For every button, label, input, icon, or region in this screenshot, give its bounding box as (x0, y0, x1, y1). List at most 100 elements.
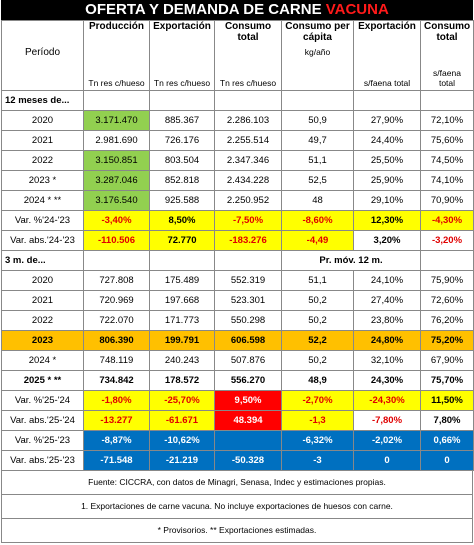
cell: -183.276 (214, 230, 282, 251)
cell: 29,10% (353, 190, 421, 211)
row-label: Var. abs.'24-'23 (1, 230, 84, 251)
cell: -1,80% (83, 390, 150, 411)
cell: -21.219 (149, 450, 215, 471)
data-row: Var. abs.'24-'23 -110.506 72.770 -183.276 -4… (1, 230, 474, 251)
title: OFERTA Y DEMANDA DE CARNE VACUNA (1, 0, 473, 20)
unit-cell: Tn res c/hueso (83, 47, 150, 91)
cell: 175.489 (149, 270, 215, 291)
cell: 748.119 (83, 350, 150, 371)
section-label: 3 m. de... (1, 250, 84, 271)
footnote: * Provisorios. ** Exportaciones estimada… (1, 519, 473, 543)
cell: 24,80% (353, 330, 421, 351)
row-label: Var. %'25-'24 (1, 390, 84, 411)
footnote: 1. Exportaciones de carne vacuna. No inc… (1, 495, 473, 519)
cell (281, 90, 354, 111)
data-row: Var. %'25-'24 -1,80% -25,70% 9,50% -2,70% -24… (1, 390, 474, 411)
cell: 0,66% (420, 430, 474, 451)
data-row: 2022 722.070 171.773 550.298 50,2 23,80% 76,20… (1, 310, 474, 331)
cell: 803.504 (149, 150, 215, 171)
cell: 523.301 (214, 290, 282, 311)
cell (420, 90, 474, 111)
cell: -2,70% (281, 390, 354, 411)
header-cell: Exportación (149, 20, 215, 47)
cell: 74,10% (420, 170, 474, 191)
unit-cell: Tn res c/hueso (214, 47, 282, 91)
cell (214, 90, 282, 111)
section-label: 12 meses de... (1, 90, 84, 111)
cell: -1,3 (281, 410, 354, 431)
cell: -24,30% (353, 390, 421, 411)
footnote: Fuente: CICCRA, con datos de Minagri, Se… (1, 471, 473, 495)
cell: 556.270 (214, 370, 282, 391)
data-row: 2024 * ** 3.176.540 925.588 2.250.952 48 29,1… (1, 190, 474, 211)
cell: 720.969 (83, 290, 150, 311)
data-row: Var. %'25-'23 -8,87% -10,62% -6,32% -2,02% 0,… (1, 430, 474, 451)
cell: -25,70% (149, 390, 215, 411)
cell: 52,2 (281, 330, 354, 351)
cell: 24,10% (353, 270, 421, 291)
cell: 49,7 (281, 130, 354, 151)
row-label: 2023 (1, 330, 84, 351)
cell: 48.394 (214, 410, 282, 431)
cell: -3,40% (83, 210, 150, 231)
cell: 74,50% (420, 150, 474, 171)
cell: -110.506 (83, 230, 150, 251)
period-label: Período (1, 47, 84, 91)
cell: 25,90% (353, 170, 421, 191)
cell: 2.250.952 (214, 190, 282, 211)
data-row: 2020 3.171.470 885.367 2.286.103 50,9 27,90% 7… (1, 110, 474, 131)
cell: 52,5 (281, 170, 354, 191)
unit-cell: kg/año (281, 47, 354, 91)
cell: -71.548 (83, 450, 150, 471)
cell: 70,90% (420, 190, 474, 211)
section-row: 12 meses de... (1, 90, 474, 111)
cell: 8,50% (149, 210, 215, 231)
cell: 23,80% (353, 310, 421, 331)
cell: -61.671 (149, 410, 215, 431)
cell: 3.171.470 (83, 110, 150, 131)
data-table: Producción Exportación Consumo total Consum… (1, 20, 474, 471)
cell: 75,70% (420, 370, 474, 391)
cell: 76,20% (420, 310, 474, 331)
cell: 726.176 (149, 130, 215, 151)
cell: 50,9 (281, 110, 354, 131)
data-row: Var. abs.'25-'24 -13.277 -61.671 48.394 -1,3… (1, 410, 474, 431)
data-row: Var. %'24-'23 -3,40% 8,50% -7,50% -8,60% 12,3… (1, 210, 474, 231)
row-label: Var. abs.'25-'24 (1, 410, 84, 431)
cell: 885.367 (149, 110, 215, 131)
cell: 0 (353, 450, 421, 471)
row-label: Var. %'24-'23 (1, 210, 84, 231)
cell (83, 90, 150, 111)
cell: 2.981.690 (83, 130, 150, 151)
header-cell (1, 20, 84, 47)
header-row: Producción Exportación Consumo total Consum… (1, 20, 474, 47)
data-row: 2025 * ** 734.842 178.572 556.270 48,9 24,30%… (1, 370, 474, 391)
cell: -3 (281, 450, 354, 471)
cell: -13.277 (83, 410, 150, 431)
title-highlight: VACUNA (325, 1, 389, 18)
cell: 7,80% (420, 410, 474, 431)
cell: -7,80% (353, 410, 421, 431)
cell: 507.876 (214, 350, 282, 371)
cell: 806.390 (83, 330, 150, 351)
row-label: 2024 * (1, 350, 84, 371)
cell: 2.347.346 (214, 150, 282, 171)
row-label: 2021 (1, 130, 84, 151)
header-cell: Consumo per cápita (281, 20, 354, 47)
cell: 72,60% (420, 290, 474, 311)
cell: 27,40% (353, 290, 421, 311)
cell: 25,50% (353, 150, 421, 171)
cell: 50,2 (281, 350, 354, 371)
cell: 925.588 (149, 190, 215, 211)
data-row: 2022 3.150.851 803.504 2.347.346 51,1 25,50% 7… (1, 150, 474, 171)
cell (353, 90, 421, 111)
cell: 199.791 (149, 330, 215, 351)
cell: 72,10% (420, 110, 474, 131)
data-row: 2021 720.969 197.668 523.301 50,2 27,40% 72,60… (1, 290, 474, 311)
cell: 552.319 (214, 270, 282, 291)
cell: 11,50% (420, 390, 474, 411)
cell: 75,90% (420, 270, 474, 291)
cell: 9,50% (214, 390, 282, 411)
cell: 734.842 (83, 370, 150, 391)
